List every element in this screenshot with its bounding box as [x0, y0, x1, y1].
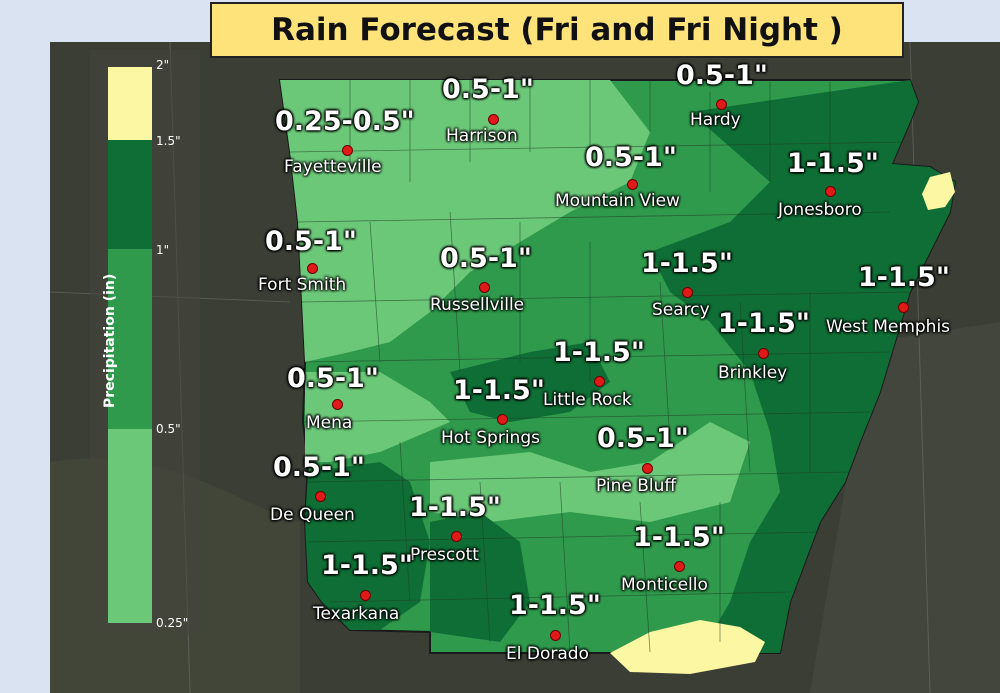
city-label: Hardy: [690, 110, 741, 130]
amount-label: 0.5-1": [440, 243, 532, 274]
amount-label: 1-1.5": [858, 262, 950, 293]
amount-label: 1-1.5": [321, 550, 413, 581]
city-label: Jonesboro: [778, 200, 862, 220]
city-marker: [758, 348, 769, 359]
amount-label: 1-1.5": [787, 148, 879, 179]
legend-tick: 0.25": [156, 616, 189, 630]
amount-label: 0.5-1": [442, 74, 534, 105]
city-label: De Queen: [270, 505, 355, 525]
amount-label: 1-1.5": [718, 308, 810, 339]
city-label: El Dorado: [506, 644, 589, 664]
city-label: Monticello: [621, 575, 708, 595]
legend-tick: 1.5": [156, 134, 181, 148]
legend-band-yellow: [108, 67, 152, 140]
city-label: Pine Bluff: [596, 476, 677, 496]
city-marker: [451, 531, 462, 542]
city-label: West Memphis: [826, 317, 951, 337]
amount-label: 1-1.5": [509, 590, 601, 621]
map-area: [50, 42, 1000, 693]
amount-label: 1-1.5": [453, 375, 545, 406]
city-label: Mountain View: [555, 191, 680, 211]
map-title: Rain Forecast (Fri and Fri Night ): [210, 2, 904, 58]
legend-tick: 2": [156, 58, 170, 72]
legend-tick: 1": [156, 243, 170, 257]
amount-label: 1-1.5": [633, 522, 725, 553]
city-marker: [898, 302, 909, 313]
city-marker: [642, 463, 653, 474]
amount-label: 1-1.5": [553, 337, 645, 368]
city-marker: [550, 630, 561, 641]
city-marker: [479, 282, 490, 293]
city-label: Brinkley: [718, 363, 788, 383]
amount-label: 0.5-1": [597, 423, 689, 454]
city-label: Prescott: [410, 545, 479, 565]
city-marker: [825, 186, 836, 197]
legend-band-medium-green: [108, 249, 152, 429]
legend-tick: 0.5": [156, 422, 181, 436]
city-marker: [315, 491, 326, 502]
amount-label: 1-1.5": [641, 248, 733, 279]
city-marker: [488, 114, 499, 125]
city-marker: [360, 590, 371, 601]
amount-label: 0.5-1": [265, 226, 357, 257]
city-marker: [594, 376, 605, 387]
legend-band-light-green: [108, 429, 152, 623]
city-label: Mena: [306, 413, 353, 433]
city-label: Fort Smith: [258, 275, 347, 295]
amount-label: 1-1.5": [409, 492, 501, 523]
city-label: Texarkana: [313, 604, 400, 624]
city-label: Fayetteville: [284, 157, 382, 177]
amount-label: 0.5-1": [585, 142, 677, 173]
amount-label: 0.5-1": [676, 60, 768, 91]
city-marker: [716, 99, 727, 110]
city-marker: [627, 179, 638, 190]
precipitation-legend: 2" 1.5" 1" 0.5" 0.25" Precipitation (in): [90, 50, 200, 635]
city-marker: [332, 399, 343, 410]
amount-label: 0.5-1": [273, 452, 365, 483]
arkansas-map: [50, 42, 1000, 693]
city-marker: [342, 145, 353, 156]
city-marker: [682, 287, 693, 298]
city-label: Searcy: [652, 300, 710, 320]
city-label: Russellville: [430, 295, 525, 315]
city-marker: [674, 561, 685, 572]
city-marker: [497, 414, 508, 425]
city-marker: [307, 263, 318, 274]
city-label: Harrison: [446, 126, 518, 146]
city-label: Little Rock: [543, 390, 632, 410]
legend-axis-label: Precipitation (in): [102, 273, 118, 408]
legend-colorbar: [108, 67, 152, 623]
city-label: Hot Springs: [441, 428, 540, 448]
amount-label: 0.25-0.5": [275, 106, 415, 137]
amount-label: 0.5-1": [287, 363, 379, 394]
legend-band-dark-green: [108, 140, 152, 249]
